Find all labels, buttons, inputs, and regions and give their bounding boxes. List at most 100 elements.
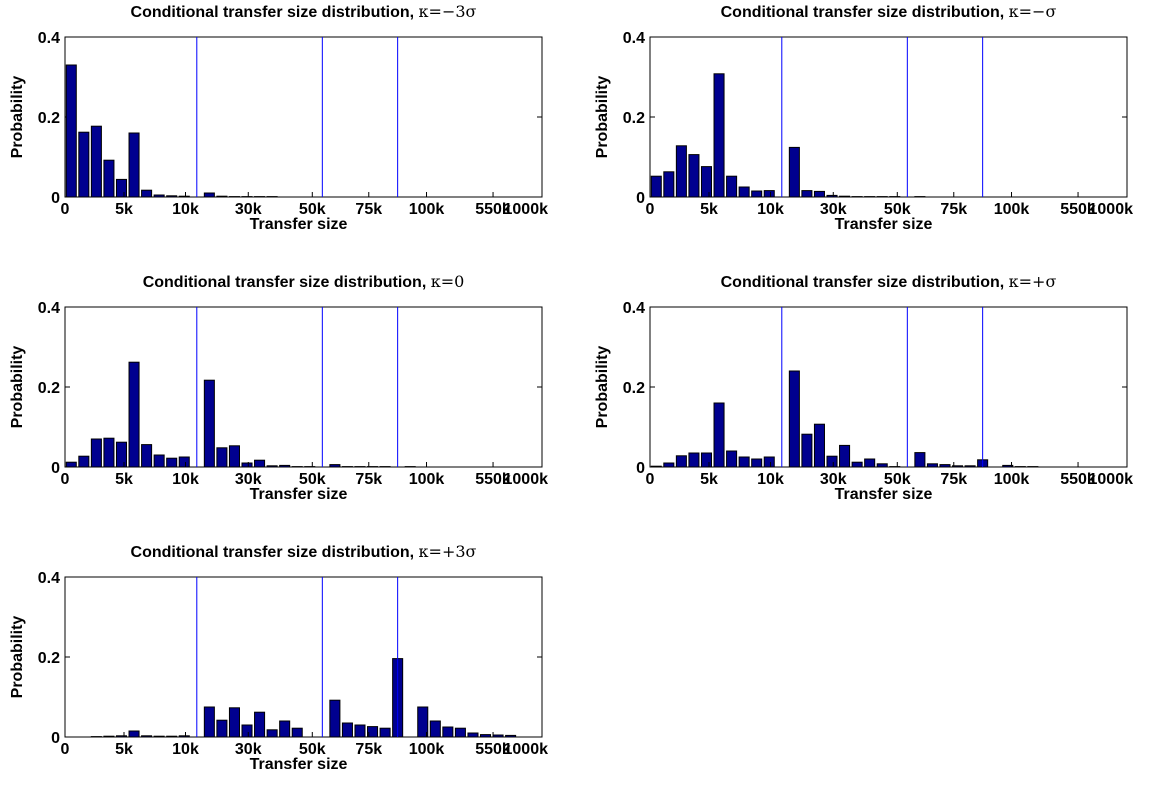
bar bbox=[714, 74, 724, 197]
bar bbox=[739, 457, 749, 467]
bar bbox=[142, 445, 152, 467]
x-axis-label: Transfer size bbox=[250, 216, 348, 233]
bar bbox=[764, 191, 774, 197]
bar bbox=[840, 196, 850, 197]
bar bbox=[267, 730, 277, 737]
bar bbox=[204, 380, 214, 467]
x-tick-label: 10k bbox=[172, 471, 199, 488]
chart-kappa-plus-sigma: Conditional transfer size distribution, … bbox=[585, 270, 1170, 532]
chart-svg: Conditional transfer size distribution, … bbox=[0, 540, 585, 802]
bar bbox=[915, 453, 925, 467]
bar bbox=[355, 725, 365, 737]
y-tick-label: 0.2 bbox=[38, 650, 60, 667]
x-tick-label: 5k bbox=[115, 471, 133, 488]
bar bbox=[802, 191, 812, 197]
chart-kappa-minus-sigma: Conditional transfer size distribution, … bbox=[585, 0, 1170, 262]
bar bbox=[229, 446, 239, 467]
bar bbox=[204, 193, 214, 197]
bar bbox=[129, 133, 139, 197]
chart-title: Conditional transfer size distribution, … bbox=[131, 2, 477, 21]
chart-title: Conditional transfer size distribution, … bbox=[143, 272, 465, 291]
x-tick-label: 10k bbox=[757, 201, 784, 218]
bar bbox=[814, 424, 824, 467]
x-tick-label: 0 bbox=[61, 201, 70, 218]
bar bbox=[480, 735, 490, 737]
bar bbox=[79, 132, 89, 197]
bar bbox=[167, 736, 177, 737]
x-tick-label: 5k bbox=[700, 471, 718, 488]
bar bbox=[116, 179, 126, 197]
x-tick-label: 100k bbox=[994, 201, 1030, 218]
bar bbox=[142, 736, 152, 737]
bar bbox=[506, 735, 516, 737]
x-tick-label: 5k bbox=[115, 201, 133, 218]
bar bbox=[789, 147, 799, 197]
bar bbox=[701, 453, 711, 467]
bar bbox=[142, 190, 152, 197]
bar bbox=[242, 725, 252, 737]
bar bbox=[255, 460, 265, 467]
x-tick-label: 75k bbox=[355, 471, 382, 488]
x-tick-label: 100k bbox=[409, 471, 445, 488]
bar bbox=[468, 733, 478, 737]
y-axis-label: Probability bbox=[594, 76, 611, 159]
chart-svg: Conditional transfer size distribution, … bbox=[585, 270, 1170, 532]
bar bbox=[104, 736, 114, 737]
bar bbox=[330, 700, 340, 737]
bar bbox=[714, 403, 724, 467]
bar bbox=[129, 731, 139, 737]
y-tick-label: 0.4 bbox=[38, 30, 60, 47]
x-tick-label: 75k bbox=[940, 201, 967, 218]
y-tick-label: 0.2 bbox=[623, 110, 645, 127]
x-tick-label: 0 bbox=[646, 471, 655, 488]
y-tick-label: 0.4 bbox=[623, 300, 645, 317]
bar bbox=[129, 362, 139, 467]
bar bbox=[455, 728, 465, 737]
x-axis-label: Transfer size bbox=[835, 486, 933, 503]
chart-svg: Conditional transfer size distribution, … bbox=[585, 0, 1170, 262]
x-tick-label: 10k bbox=[172, 201, 199, 218]
bar bbox=[676, 146, 686, 197]
bar bbox=[217, 196, 227, 197]
bar bbox=[664, 172, 674, 197]
bar bbox=[701, 167, 711, 197]
y-tick-label: 0 bbox=[636, 460, 645, 477]
bar bbox=[664, 463, 674, 467]
y-tick-label: 0.4 bbox=[38, 570, 60, 587]
y-tick-label: 0.2 bbox=[623, 380, 645, 397]
x-tick-label: 75k bbox=[355, 201, 382, 218]
bar bbox=[217, 448, 227, 467]
bar bbox=[242, 463, 252, 467]
bar bbox=[965, 466, 975, 467]
bar bbox=[217, 720, 227, 737]
bar bbox=[229, 708, 239, 737]
bar bbox=[280, 465, 290, 467]
x-tick-label: 75k bbox=[940, 471, 967, 488]
bar bbox=[430, 721, 440, 737]
bar bbox=[739, 187, 749, 197]
bar bbox=[91, 439, 101, 467]
bar bbox=[827, 456, 837, 467]
x-tick-label: 1000k bbox=[504, 471, 549, 488]
bar bbox=[154, 455, 164, 467]
y-tick-label: 0 bbox=[636, 190, 645, 207]
chart-kappa-zero: Conditional transfer size distribution, … bbox=[0, 270, 585, 532]
bar bbox=[727, 451, 737, 467]
bar bbox=[66, 462, 76, 467]
x-tick-label: 0 bbox=[646, 201, 655, 218]
bar bbox=[727, 176, 737, 197]
y-tick-label: 0.4 bbox=[38, 300, 60, 317]
x-tick-label: 5k bbox=[700, 201, 718, 218]
y-tick-label: 0.4 bbox=[623, 30, 645, 47]
bar bbox=[689, 155, 699, 197]
bar bbox=[852, 462, 862, 467]
chart-svg: Conditional transfer size distribution, … bbox=[0, 0, 585, 262]
bar bbox=[179, 196, 189, 197]
x-tick-label: 1000k bbox=[1089, 201, 1134, 218]
chart-title: Conditional transfer size distribution, … bbox=[131, 542, 477, 561]
bar bbox=[116, 442, 126, 467]
bar bbox=[167, 458, 177, 467]
bar bbox=[167, 196, 177, 197]
bar bbox=[752, 459, 762, 467]
y-axis-label: Probability bbox=[9, 346, 26, 429]
